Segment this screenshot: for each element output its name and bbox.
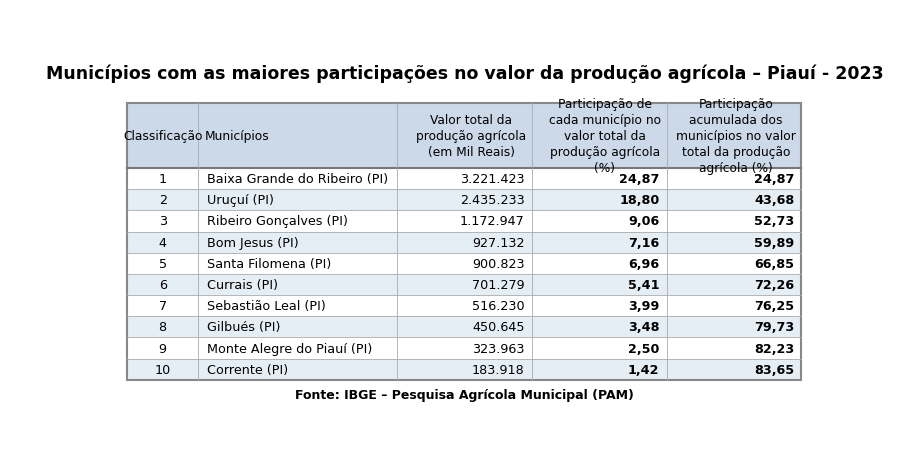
Bar: [127, 253, 801, 274]
Text: Corrente (PI): Corrente (PI): [207, 363, 288, 376]
Text: 2,50: 2,50: [628, 342, 660, 355]
Text: Santa Filomena (PI): Santa Filomena (PI): [207, 257, 332, 270]
Text: Fonte: IBGE – Pesquisa Agrícola Municipal (PAM): Fonte: IBGE – Pesquisa Agrícola Municipa…: [294, 388, 634, 400]
Text: Participação de
cada município no
valor total da
produção agrícola
(%): Participação de cada município no valor …: [549, 98, 660, 175]
Text: 323.963: 323.963: [472, 342, 525, 355]
Text: Currais (PI): Currais (PI): [207, 278, 278, 291]
Text: 2: 2: [159, 194, 167, 207]
Text: 5: 5: [159, 257, 167, 270]
Text: 9: 9: [159, 342, 167, 355]
Bar: [127, 190, 801, 211]
Text: 7,16: 7,16: [628, 236, 660, 249]
Text: 2.435.233: 2.435.233: [460, 194, 525, 207]
Text: 1,42: 1,42: [628, 363, 660, 376]
Text: 24,87: 24,87: [754, 173, 795, 186]
Text: 927.132: 927.132: [472, 236, 525, 249]
Text: Municípios: Municípios: [205, 130, 270, 143]
Text: 79,73: 79,73: [754, 321, 795, 334]
Text: 1: 1: [159, 173, 167, 186]
Text: Municípios com as maiores participações no valor da produção agrícola – Piauí - : Municípios com as maiores participações …: [45, 64, 883, 83]
Text: Baixa Grande do Ribeiro (PI): Baixa Grande do Ribeiro (PI): [207, 173, 389, 186]
Text: 6: 6: [159, 278, 167, 291]
Text: 900.823: 900.823: [472, 257, 525, 270]
Bar: [127, 338, 801, 359]
Text: 3: 3: [159, 215, 167, 228]
Text: 43,68: 43,68: [754, 194, 795, 207]
Bar: [127, 232, 801, 253]
Text: Ribeiro Gonçalves (PI): Ribeiro Gonçalves (PI): [207, 215, 348, 228]
Text: 76,25: 76,25: [754, 300, 795, 313]
Bar: [127, 295, 801, 317]
Bar: [127, 317, 801, 338]
Bar: [127, 169, 801, 190]
Text: 72,26: 72,26: [754, 278, 795, 291]
Text: 66,85: 66,85: [755, 257, 795, 270]
Text: 24,87: 24,87: [619, 173, 660, 186]
Text: 18,80: 18,80: [620, 194, 660, 207]
Text: 52,73: 52,73: [754, 215, 795, 228]
Text: 59,89: 59,89: [754, 236, 795, 249]
Text: 4: 4: [159, 236, 167, 249]
Text: 9,06: 9,06: [628, 215, 660, 228]
Text: Gilbués (PI): Gilbués (PI): [207, 321, 281, 334]
Text: 8: 8: [159, 321, 167, 334]
Bar: [127, 359, 801, 380]
Text: 3,99: 3,99: [628, 300, 660, 313]
Text: 183.918: 183.918: [472, 363, 525, 376]
Text: Classificação: Classificação: [123, 130, 202, 143]
Text: 6,96: 6,96: [629, 257, 660, 270]
Text: Bom Jesus (PI): Bom Jesus (PI): [207, 236, 299, 249]
Bar: [127, 274, 801, 295]
Text: 10: 10: [155, 363, 171, 376]
Text: 1.172.947: 1.172.947: [460, 215, 525, 228]
Text: Sebastião Leal (PI): Sebastião Leal (PI): [207, 300, 326, 313]
Text: Uruçuí (PI): Uruçuí (PI): [207, 194, 275, 207]
Text: Monte Alegre do Piauí (PI): Monte Alegre do Piauí (PI): [207, 342, 372, 355]
Text: 450.645: 450.645: [472, 321, 525, 334]
Text: Valor total da
produção agrícola
(em Mil Reais): Valor total da produção agrícola (em Mil…: [416, 114, 526, 159]
Text: 516.230: 516.230: [472, 300, 525, 313]
Text: 83,65: 83,65: [754, 363, 795, 376]
Text: 5,41: 5,41: [628, 278, 660, 291]
Text: 7: 7: [159, 300, 167, 313]
Text: 3,48: 3,48: [628, 321, 660, 334]
Text: 3.221.423: 3.221.423: [460, 173, 525, 186]
Text: Participação
acumulada dos
municípios no valor
total da produção
agrícola (%): Participação acumulada dos municípios no…: [676, 98, 795, 175]
Bar: [127, 211, 801, 232]
Text: 82,23: 82,23: [754, 342, 795, 355]
Text: 701.279: 701.279: [472, 278, 525, 291]
